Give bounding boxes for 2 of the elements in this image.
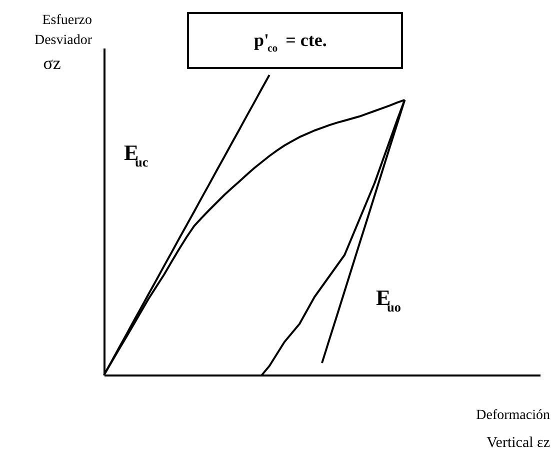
y-axis-title: Esfuerzo Desviador σz	[34, 13, 92, 73]
x-axis-title: Deformación Vertical εz	[476, 408, 550, 450]
